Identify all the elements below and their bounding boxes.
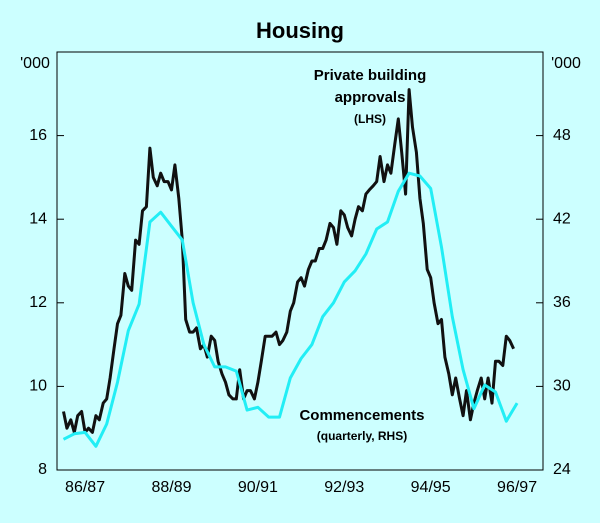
y2-tick-label: 24 — [553, 461, 571, 478]
y-tick-label: 12 — [29, 294, 47, 311]
y2-tick-label: 36 — [553, 294, 571, 311]
y2-tick-label: 42 — [553, 210, 571, 227]
y-tick-label: 10 — [29, 378, 47, 395]
y2-tick-label: 48 — [553, 127, 571, 144]
x-tick-label: 96/97 — [497, 479, 537, 496]
annotation: Private building — [314, 67, 427, 84]
annotation: approvals — [335, 89, 406, 106]
chart-title: Housing — [256, 18, 344, 43]
annotation: (LHS) — [354, 112, 386, 126]
series-line — [62, 88, 515, 434]
y-tick-label: 16 — [29, 127, 47, 144]
x-tick-label: 94/95 — [411, 479, 451, 496]
y2-axis-unit: '000 — [551, 55, 581, 72]
y-tick-label: 14 — [29, 210, 47, 227]
annotation: Commencements — [299, 407, 424, 424]
annotation: (quarterly, RHS) — [317, 429, 407, 443]
x-tick-label: 88/89 — [151, 479, 191, 496]
x-tick-label: 86/87 — [65, 479, 105, 496]
y2-tick-label: 30 — [553, 378, 571, 395]
series-line — [62, 171, 519, 448]
plot-frame — [56, 51, 544, 471]
x-tick-label: 90/91 — [238, 479, 278, 496]
y-tick-label: 8 — [38, 461, 47, 478]
x-tick-label: 92/93 — [324, 479, 364, 496]
y-axis-unit: '000 — [20, 55, 50, 72]
